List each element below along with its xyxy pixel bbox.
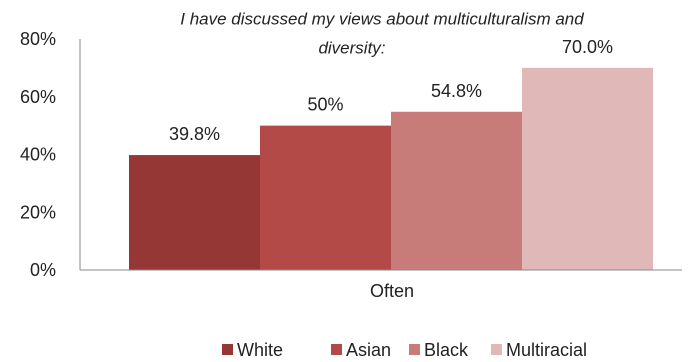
legend-swatch <box>491 344 502 355</box>
y-tick-label: 80% <box>20 29 56 49</box>
chart-title-line: I have discussed my views about multicul… <box>180 10 584 29</box>
data-label-white: 39.8% <box>169 124 220 144</box>
y-tick-label: 20% <box>20 202 56 222</box>
chart-title-line: diversity: <box>318 39 385 58</box>
legend-item-multiracial: Multiracial <box>491 340 587 360</box>
data-label-asian: 50% <box>307 95 343 115</box>
legend-item-black: Black <box>409 340 469 360</box>
bar-black <box>391 111 522 270</box>
y-axis-tick-labels: 0% 20% 40% 60% 80% <box>20 29 56 280</box>
legend-label: Black <box>424 340 469 360</box>
bar-multiracial <box>522 67 653 270</box>
data-labels: 39.8% 50% 54.8% 70.0% <box>169 37 613 144</box>
bar-asian <box>260 125 391 270</box>
data-label-black: 54.8% <box>431 81 482 101</box>
axes <box>79 39 682 271</box>
bar-white <box>129 155 260 270</box>
legend-label: White <box>237 340 283 360</box>
legend-label: Asian <box>346 340 391 360</box>
y-tick-label: 40% <box>20 145 56 165</box>
legend-swatch <box>222 344 233 355</box>
legend-label: Multiracial <box>506 340 587 360</box>
legend-item-asian: Asian <box>331 340 391 360</box>
data-label-multiracial: 70.0% <box>562 37 613 57</box>
y-tick-label: 0% <box>30 260 56 280</box>
y-tick-label: 60% <box>20 87 56 107</box>
x-category-label: Often <box>370 281 414 301</box>
legend-swatch <box>409 344 420 355</box>
legend-swatch <box>331 344 342 355</box>
legend: White Asian Black Multiracial <box>222 340 587 360</box>
legend-item-white: White <box>222 340 283 360</box>
chart-title: I have discussed my views about multicul… <box>180 10 584 58</box>
bar-series <box>129 67 653 270</box>
